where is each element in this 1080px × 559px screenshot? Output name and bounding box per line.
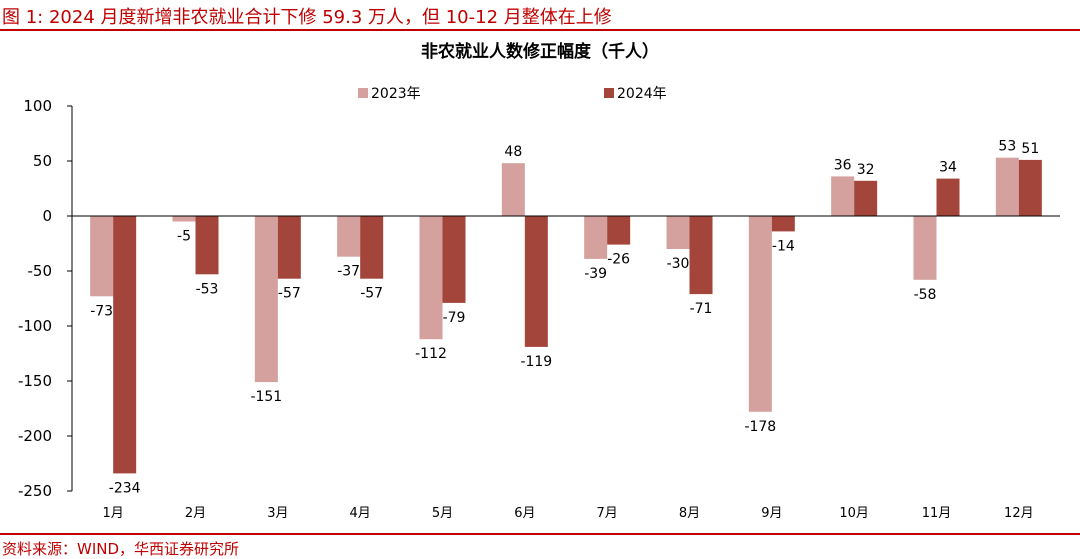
data-label: -14 — [772, 238, 795, 254]
bar-2023 — [172, 216, 196, 222]
x-category-label: 8月 — [679, 506, 700, 521]
y-tick-label: 50 — [33, 152, 52, 170]
data-label: -79 — [443, 310, 466, 326]
legend-label-1: 2023年 — [371, 86, 421, 102]
y-tick-label: 100 — [23, 97, 52, 115]
x-category-label: 2月 — [185, 506, 206, 521]
bar-2023 — [254, 216, 278, 383]
legend-swatch-1 — [358, 88, 368, 98]
x-category-label: 7月 — [597, 506, 618, 521]
data-label: -37 — [337, 264, 360, 280]
x-category-label: 3月 — [267, 506, 288, 521]
data-label: -234 — [109, 480, 141, 496]
bar-2024 — [936, 178, 960, 216]
bar-2023 — [90, 216, 114, 297]
x-category-label: 5月 — [432, 506, 453, 521]
bar-2024 — [854, 180, 878, 216]
bar-2024 — [113, 216, 137, 474]
x-category-label: 11月 — [922, 506, 952, 521]
data-label: 51 — [1021, 141, 1039, 157]
data-label: -57 — [360, 286, 383, 302]
bar-2023 — [831, 176, 855, 216]
legend-swatch-2 — [604, 88, 614, 98]
data-label: -178 — [744, 419, 776, 435]
bar-2023 — [995, 157, 1019, 216]
y-tick-label: -150 — [18, 372, 52, 390]
y-tick-label: -200 — [18, 427, 52, 445]
data-label: 34 — [939, 160, 957, 176]
data-label: -119 — [520, 354, 552, 370]
legend-label-2: 2024年 — [617, 86, 667, 102]
chart-title: 非农就业人数修正幅度（千人） — [421, 41, 659, 62]
data-label: 36 — [834, 157, 852, 173]
bar-2023 — [419, 216, 443, 340]
bar-2024 — [277, 216, 301, 279]
bar-2024 — [442, 216, 466, 303]
bar-2023 — [666, 216, 690, 249]
bar-2023 — [748, 216, 772, 412]
data-label: -39 — [584, 266, 607, 282]
y-tick-label: -100 — [18, 317, 52, 335]
bar-2023 — [913, 216, 937, 280]
data-label: -71 — [690, 301, 713, 317]
y-tick-label: 0 — [42, 207, 52, 225]
bar-2023 — [501, 163, 525, 216]
x-category-label: 12月 — [1004, 506, 1034, 521]
footer-rule — [0, 533, 1080, 535]
bar-2024 — [524, 216, 548, 347]
data-label: 32 — [857, 162, 875, 178]
bar-2024 — [771, 216, 795, 232]
figure-title: 图 1: 2024 月度新增非农就业合计下修 59.3 万人，但 10-12 月… — [2, 7, 612, 28]
source-note: 资料来源：WIND，华西证券研究所 — [2, 540, 240, 558]
data-label: -58 — [914, 287, 937, 303]
data-label: -73 — [90, 303, 113, 319]
bar-2023 — [584, 216, 608, 259]
bar-2023 — [337, 216, 361, 257]
data-label: -5 — [177, 229, 191, 245]
bar-chart: 非农就业人数修正幅度（千人） 2023年 2024年 100 50 0 -50 -100 -15… — [18, 41, 1060, 521]
y-tick-label: -50 — [28, 262, 53, 280]
bar-2024 — [360, 216, 384, 279]
x-category-label: 4月 — [350, 506, 371, 521]
bar-2024 — [1018, 159, 1042, 216]
bar-2024 — [607, 216, 631, 245]
data-label: 48 — [504, 144, 522, 160]
x-category-label: 1月 — [103, 506, 124, 521]
data-label: 53 — [998, 139, 1016, 155]
x-category-label: 10月 — [839, 506, 869, 521]
data-label: -57 — [278, 286, 301, 302]
data-label: -53 — [196, 281, 219, 297]
header-rule — [0, 29, 1080, 31]
data-label: -30 — [667, 256, 690, 272]
bar-2024 — [689, 216, 713, 295]
bar-2024 — [195, 216, 219, 275]
data-label: -112 — [415, 346, 447, 362]
data-label: -151 — [250, 389, 282, 405]
x-category-label: 6月 — [514, 506, 535, 521]
y-tick-label: -250 — [18, 482, 52, 500]
x-category-label: 9月 — [761, 506, 782, 521]
data-label: -26 — [607, 252, 630, 268]
figure-header: 图 1: 2024 月度新增非农就业合计下修 59.3 万人，但 10-12 月… — [0, 0, 1080, 30]
